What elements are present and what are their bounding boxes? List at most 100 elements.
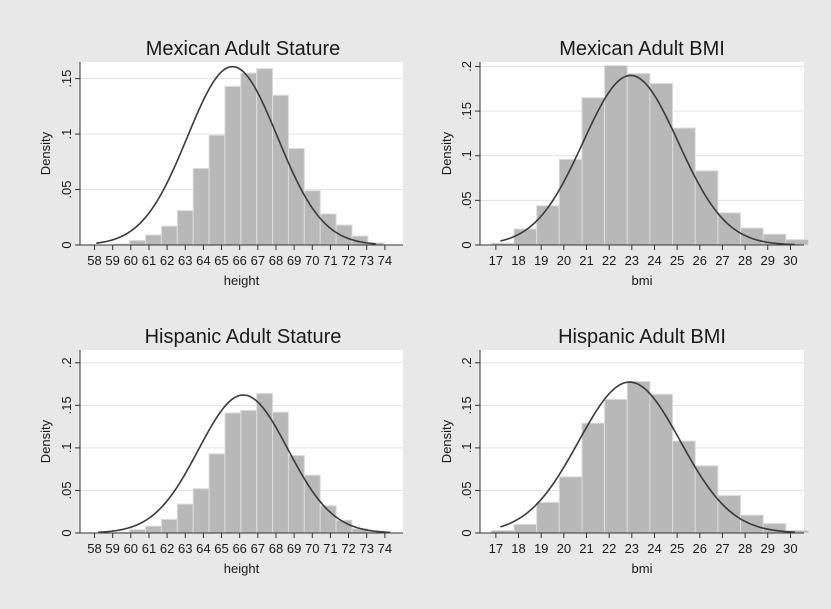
histogram-bar bbox=[208, 453, 226, 534]
x-tick-label: 20 bbox=[557, 253, 571, 268]
y-tick-label: .1 bbox=[459, 442, 474, 453]
x-tick-label: 58 bbox=[87, 253, 101, 268]
y-tick-label: .15 bbox=[59, 70, 74, 88]
x-tick-label: 64 bbox=[196, 253, 210, 268]
y-axis-label: Density bbox=[439, 131, 454, 175]
x-tick-label: 60 bbox=[124, 541, 138, 556]
histogram-bar bbox=[626, 73, 651, 246]
x-axis-label: bmi bbox=[632, 561, 653, 576]
x-tick-label: 73 bbox=[359, 253, 373, 268]
histogram-bar bbox=[536, 501, 560, 534]
histogram-bar bbox=[129, 240, 147, 246]
histogram-bar bbox=[536, 205, 560, 246]
normal-density-curve bbox=[500, 74, 795, 246]
histogram-bar bbox=[160, 225, 178, 246]
x-tick-label: 23 bbox=[625, 541, 639, 556]
x-tick-label: 27 bbox=[715, 541, 729, 556]
x-tick-label: 74 bbox=[378, 253, 392, 268]
chart-title: Hispanic Adult BMI bbox=[558, 326, 726, 348]
x-tick-label: 62 bbox=[160, 541, 174, 556]
x-tick-label: 18 bbox=[511, 253, 525, 268]
histogram-bar bbox=[224, 85, 242, 246]
histogram-bar bbox=[513, 523, 538, 534]
x-tick-label: 69 bbox=[287, 541, 301, 556]
histogram-bar bbox=[672, 127, 696, 246]
y-tick-label: .15 bbox=[459, 396, 474, 414]
x-tick-label: 24 bbox=[647, 253, 661, 268]
y-tick-label: 0 bbox=[459, 241, 474, 248]
x-tick-label: 71 bbox=[323, 541, 337, 556]
y-tick-label: .2 bbox=[459, 61, 474, 72]
y-axis-label: Density bbox=[439, 419, 454, 463]
histogram-bar bbox=[604, 398, 628, 534]
x-axis-label: height bbox=[224, 273, 260, 288]
histogram-bar bbox=[240, 72, 258, 246]
x-tick-label: 72 bbox=[341, 253, 355, 268]
chart-panel-3: 0 .05 .1 .15 .2 58 59 60 61 62 63 64 65 66 67 68 69 70 71 7… bbox=[38, 326, 403, 576]
histogram-bar bbox=[240, 409, 258, 534]
x-tick-label: 67 bbox=[251, 541, 265, 556]
x-tick-label: 74 bbox=[378, 541, 392, 556]
x-tick-label: 18 bbox=[511, 541, 525, 556]
x-axis-label: height bbox=[224, 561, 260, 576]
x-tick-label: 28 bbox=[738, 541, 752, 556]
x-tick-label: 20 bbox=[557, 541, 571, 556]
x-tick-label: 72 bbox=[341, 541, 355, 556]
histogram-bar bbox=[160, 518, 178, 534]
chart-panel-4: 0 .05 .1 .15 .2 17 18 19 20 21 22 23 24 25 26 27 28 29 30 H… bbox=[439, 326, 810, 576]
x-tick-label: 59 bbox=[105, 541, 119, 556]
histogram-bar bbox=[224, 412, 242, 534]
x-tick-label: 66 bbox=[232, 541, 246, 556]
x-tick-label: 26 bbox=[693, 253, 707, 268]
x-tick-label: 23 bbox=[625, 253, 639, 268]
histogram-bar bbox=[176, 210, 194, 246]
x-tick-label: 29 bbox=[761, 253, 775, 268]
y-tick-label: .1 bbox=[59, 129, 74, 140]
histogram-bar bbox=[672, 440, 696, 534]
x-tick-label: 66 bbox=[232, 253, 246, 268]
histogram-bar bbox=[192, 488, 210, 534]
x-tick-label: 63 bbox=[178, 253, 192, 268]
y-tick-label: .2 bbox=[459, 357, 474, 368]
x-tick-label: 22 bbox=[602, 541, 616, 556]
chart-panel-2: 0 .05 .1 .15 .2 17 18 19 20 21 22 23 24 25 26 27 28 29 30 M… bbox=[439, 38, 810, 288]
histogram-bar bbox=[145, 234, 162, 246]
histogram-bar bbox=[176, 503, 194, 534]
y-tick-label: .05 bbox=[459, 191, 474, 209]
normal-density-curve bbox=[500, 381, 795, 534]
histogram-bar bbox=[272, 94, 289, 246]
x-tick-label: 65 bbox=[214, 253, 228, 268]
histogram-bar bbox=[272, 411, 289, 534]
x-tick-label: 21 bbox=[579, 541, 593, 556]
histogram-bar bbox=[558, 476, 583, 534]
x-tick-label: 71 bbox=[323, 253, 337, 268]
x-tick-label: 24 bbox=[647, 541, 661, 556]
x-tick-label: 70 bbox=[305, 541, 319, 556]
histogram-bar bbox=[256, 392, 274, 534]
x-tick-label: 29 bbox=[761, 541, 775, 556]
x-tick-label: 28 bbox=[738, 253, 752, 268]
histogram-bar bbox=[319, 213, 337, 246]
chart-title: Mexican Adult Stature bbox=[146, 38, 341, 60]
y-tick-label: .05 bbox=[59, 481, 74, 499]
x-tick-label: 27 bbox=[715, 253, 729, 268]
x-tick-label: 30 bbox=[783, 253, 797, 268]
y-tick-label: 0 bbox=[59, 241, 74, 248]
chart-title: Mexican Adult BMI bbox=[559, 38, 725, 60]
y-axis-label: Density bbox=[38, 131, 53, 175]
x-tick-label: 65 bbox=[214, 541, 228, 556]
x-tick-label: 21 bbox=[579, 253, 593, 268]
x-tick-label: 58 bbox=[87, 541, 101, 556]
x-tick-label: 19 bbox=[534, 253, 548, 268]
y-tick-label: .2 bbox=[59, 357, 74, 368]
y-tick-label: .15 bbox=[459, 102, 474, 120]
histogram-bar bbox=[129, 529, 147, 534]
x-tick-label: 19 bbox=[534, 541, 548, 556]
y-tick-label: .15 bbox=[59, 396, 74, 414]
x-tick-label: 64 bbox=[196, 541, 210, 556]
x-tick-label: 63 bbox=[178, 541, 192, 556]
x-tick-label: 61 bbox=[142, 541, 156, 556]
x-tick-label: 25 bbox=[670, 541, 684, 556]
x-tick-label: 68 bbox=[269, 541, 283, 556]
